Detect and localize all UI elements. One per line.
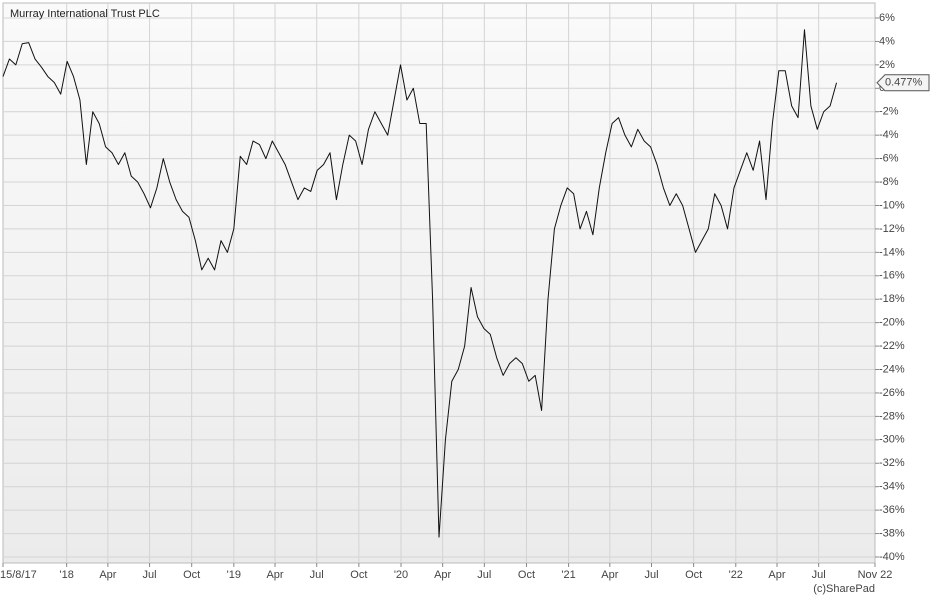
x-tick-label: Jul: [143, 569, 157, 581]
y-tick-label: -16%: [879, 270, 905, 282]
x-tick-label: Apr: [434, 569, 451, 581]
x-tick-label: Oct: [350, 569, 367, 581]
y-tick-label: -26%: [879, 387, 905, 399]
x-tick-label: Jul: [477, 569, 491, 581]
y-tick-label: -24%: [879, 363, 905, 375]
y-tick-label: -8%: [879, 176, 899, 188]
y-tick-label: -36%: [879, 504, 905, 516]
y-tick-label: -30%: [879, 434, 905, 446]
y-tick-label: -38%: [879, 527, 905, 539]
x-tick-label: '22: [729, 569, 743, 581]
x-tick-label: Jul: [812, 569, 826, 581]
x-tick-label: '20: [394, 569, 408, 581]
y-tick-label: -2%: [879, 106, 899, 118]
y-tick-label: -28%: [879, 410, 905, 422]
price-line: [2, 29, 838, 538]
y-tick-label: -10%: [879, 199, 905, 211]
series: [2, 29, 838, 538]
y-tick-label: 4%: [879, 35, 895, 47]
x-tick-label: '21: [561, 569, 575, 581]
y-tick-label: -18%: [879, 293, 905, 305]
last-value-label: 0.477%: [885, 77, 923, 89]
x-tick-label: Apr: [266, 569, 283, 581]
x-tick-label: '19: [227, 569, 241, 581]
plot-area: [2, 2, 876, 564]
x-tick-label: Jul: [644, 569, 658, 581]
y-tick-label: -14%: [879, 246, 905, 258]
y-tick-label: -34%: [879, 481, 905, 493]
y-tick-label: 6%: [879, 12, 895, 24]
x-tick-label: Apr: [768, 569, 785, 581]
y-tick-label: -32%: [879, 457, 905, 469]
x-tick-label: Nov 22: [858, 569, 893, 581]
y-tick-label: -22%: [879, 340, 905, 352]
last-value-box: [876, 74, 930, 92]
chart-title: Murray International Trust PLC: [10, 8, 160, 20]
y-tick-label: -20%: [879, 317, 905, 329]
x-tick-label: Oct: [518, 569, 535, 581]
grid: [3, 3, 875, 563]
x-tick-label: Oct: [685, 569, 702, 581]
x-tick-label: 15/8/17: [0, 569, 37, 581]
y-tick-label: -6%: [879, 153, 899, 165]
x-tick-label: Jul: [310, 569, 324, 581]
y-tick-label: -4%: [879, 129, 899, 141]
x-tick-label: Oct: [183, 569, 200, 581]
x-tick-label: '18: [59, 569, 73, 581]
y-tick-label: 2%: [879, 59, 895, 71]
y-tick-label: -12%: [879, 223, 905, 235]
x-tick-label: Apr: [601, 569, 618, 581]
watermark: (c)SharePad: [813, 583, 875, 595]
x-tick-label: Apr: [99, 569, 116, 581]
y-tick-label: -40%: [879, 551, 905, 563]
